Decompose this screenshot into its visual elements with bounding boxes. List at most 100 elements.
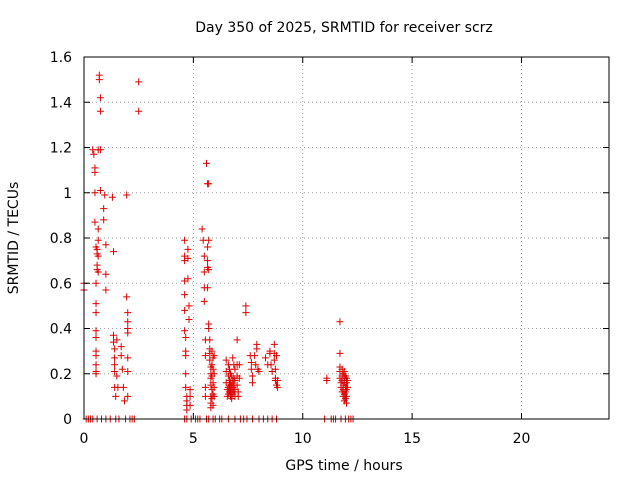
data-point	[181, 327, 189, 335]
data-point	[205, 325, 213, 332]
data-point	[273, 352, 280, 360]
data-point	[181, 306, 189, 314]
data-point	[124, 329, 132, 337]
x-tick-label: 5	[189, 431, 198, 447]
data-point	[262, 354, 270, 362]
data-point	[208, 347, 216, 355]
data-point	[200, 252, 208, 260]
y-tick-label: 0.4	[50, 322, 72, 338]
data-point	[92, 300, 100, 308]
data-point	[233, 336, 241, 344]
data-point	[204, 257, 212, 265]
data-point	[210, 392, 218, 400]
data-point	[94, 252, 102, 260]
data-point	[111, 345, 119, 353]
data-point	[119, 383, 127, 391]
data-point	[184, 245, 192, 253]
data-point	[200, 297, 208, 305]
data-point	[118, 365, 126, 373]
data-point	[206, 336, 214, 344]
data-point	[247, 358, 255, 366]
data-point	[124, 367, 132, 375]
data-point	[96, 107, 104, 115]
data-point	[233, 381, 241, 389]
x-tick-label: 15	[403, 431, 421, 447]
data-point	[184, 275, 192, 283]
data-point	[95, 71, 103, 79]
data-point	[120, 397, 128, 405]
data-point	[242, 309, 250, 317]
data-point	[274, 377, 282, 385]
x-tick-label: 20	[513, 431, 531, 447]
data-point	[270, 340, 278, 348]
data-point	[94, 225, 102, 233]
data-point	[204, 284, 212, 292]
data-point	[209, 379, 217, 387]
y-tick-label: 0	[63, 412, 72, 428]
data-point	[184, 254, 192, 262]
data-point	[117, 343, 125, 351]
y-tick-label: 1.6	[50, 50, 72, 66]
data-point	[204, 243, 212, 251]
data-point	[102, 286, 110, 294]
data-point	[185, 302, 193, 310]
data-point	[92, 327, 100, 335]
data-point	[231, 365, 239, 373]
data-point	[274, 383, 282, 391]
data-point	[252, 361, 260, 369]
data-point	[210, 352, 218, 360]
data-point	[182, 352, 190, 360]
data-point	[205, 180, 213, 188]
y-tick-label: 0.2	[50, 367, 72, 383]
y-tick-label: 1	[63, 186, 72, 202]
data-point	[123, 293, 131, 301]
data-point	[113, 336, 121, 344]
data-point	[90, 150, 98, 158]
data-point	[96, 146, 104, 154]
data-point	[96, 94, 104, 102]
data-point	[344, 377, 352, 385]
data-point	[234, 392, 242, 400]
data-point	[344, 383, 352, 391]
data-point	[92, 352, 100, 360]
data-point	[110, 248, 118, 256]
data-point	[231, 377, 239, 385]
data-point	[203, 159, 210, 167]
data-point	[100, 216, 108, 224]
data-point	[343, 399, 350, 407]
data-point	[182, 370, 190, 378]
x-tick-label: 0	[80, 431, 89, 447]
data-point	[135, 107, 143, 115]
data-point	[242, 302, 250, 310]
data-point	[251, 352, 259, 360]
data-point	[323, 377, 331, 385]
y-tick-label: 0.8	[50, 231, 72, 247]
data-point	[201, 352, 209, 360]
data-point	[124, 318, 132, 326]
data-point	[124, 354, 132, 362]
data-point	[124, 309, 132, 317]
data-point	[92, 361, 100, 369]
data-point	[124, 392, 132, 400]
data-point	[235, 374, 243, 382]
data-point	[101, 191, 109, 199]
data-point	[253, 345, 261, 353]
data-point	[182, 334, 190, 342]
y-tick-label: 0.6	[50, 276, 72, 292]
data-point	[91, 189, 99, 197]
data-point	[102, 270, 110, 278]
x-tick-label: 10	[294, 431, 312, 447]
data-point	[94, 236, 102, 244]
data-point	[135, 78, 143, 86]
data-point	[183, 406, 191, 414]
data-point	[100, 205, 108, 213]
data-point	[181, 291, 189, 299]
data-point	[198, 225, 206, 233]
data-point	[186, 386, 194, 394]
axis-ticks	[83, 56, 609, 420]
x-axis-tick-labels: 0 5 10 15 20	[80, 431, 531, 447]
data-point	[186, 401, 194, 409]
data-point	[336, 318, 344, 326]
data-point	[123, 191, 131, 199]
